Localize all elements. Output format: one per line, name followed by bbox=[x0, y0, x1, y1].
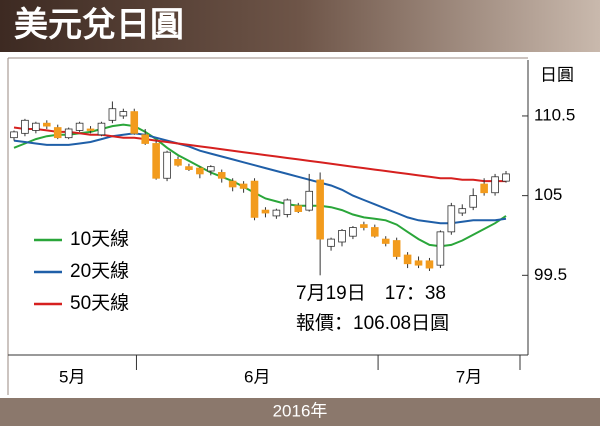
y-tick-label: 105 bbox=[534, 185, 562, 204]
y-tick-label: 99.5 bbox=[534, 265, 567, 284]
ma-line bbox=[13, 123, 507, 248]
candle-body bbox=[272, 209, 281, 217]
candle-body bbox=[327, 238, 335, 247]
candle-body bbox=[381, 238, 390, 244]
x-tick-label: 6月 bbox=[244, 367, 270, 386]
candle-body bbox=[491, 176, 499, 194]
candle-body bbox=[447, 205, 456, 233]
candle-body bbox=[469, 195, 477, 208]
candle-body bbox=[228, 180, 237, 188]
candle-body bbox=[392, 240, 401, 257]
candle-body bbox=[64, 128, 73, 139]
candle-body bbox=[97, 122, 106, 136]
legend-label: 10天線 bbox=[70, 228, 129, 250]
candle-body bbox=[43, 122, 51, 127]
candle-body bbox=[196, 167, 204, 175]
title-banner bbox=[0, 0, 600, 52]
candle-body bbox=[32, 122, 40, 131]
chart-title: 美元兌日圓 bbox=[14, 6, 184, 44]
candle-body bbox=[174, 159, 182, 166]
candle-body bbox=[185, 166, 193, 170]
annotation: 報價：106.08日圓 bbox=[296, 312, 449, 334]
candle-body bbox=[75, 122, 84, 131]
candle-body bbox=[414, 260, 423, 266]
candle-body bbox=[294, 205, 303, 212]
annotation: 7月19日 17：38 bbox=[296, 283, 446, 304]
candle-body bbox=[316, 179, 324, 240]
candle-body bbox=[371, 227, 379, 237]
candle-body bbox=[207, 166, 215, 172]
candle-body bbox=[217, 172, 226, 179]
candle-body bbox=[261, 209, 270, 214]
candle-body bbox=[425, 260, 434, 269]
ma-line bbox=[13, 126, 506, 183]
candle-body bbox=[250, 180, 259, 218]
plot-background bbox=[0, 52, 600, 398]
legend-label: 20天線 bbox=[70, 260, 129, 282]
x-tick-label: 7月 bbox=[456, 367, 482, 386]
candle-body bbox=[130, 111, 139, 134]
candle-body bbox=[360, 224, 368, 228]
candle-body bbox=[502, 173, 510, 182]
candle-body bbox=[119, 111, 128, 117]
year-banner bbox=[0, 398, 600, 426]
candle-body bbox=[458, 208, 467, 214]
candle-body bbox=[349, 227, 357, 237]
legend-label: 50天線 bbox=[70, 292, 129, 314]
y-unit: 日圓 bbox=[540, 65, 574, 84]
candle-body bbox=[53, 127, 62, 139]
candle-body bbox=[108, 108, 117, 121]
candle-body bbox=[403, 254, 412, 265]
ma-line bbox=[13, 132, 507, 225]
candle-body bbox=[338, 230, 346, 243]
x-tick-label: 5月 bbox=[59, 367, 85, 386]
candle-body bbox=[305, 190, 313, 211]
candle-body bbox=[480, 183, 488, 194]
candle-body bbox=[283, 199, 292, 215]
candle-body bbox=[152, 143, 160, 179]
candle-body bbox=[10, 131, 18, 139]
candle-body bbox=[436, 231, 445, 266]
candle-body bbox=[141, 134, 149, 144]
candle-body bbox=[239, 183, 248, 189]
candle-body bbox=[163, 151, 171, 179]
candle-body bbox=[86, 128, 95, 131]
y-tick-label: 110.5 bbox=[534, 105, 575, 124]
candle-body bbox=[21, 119, 29, 134]
year-label: 2016年 bbox=[273, 401, 328, 420]
